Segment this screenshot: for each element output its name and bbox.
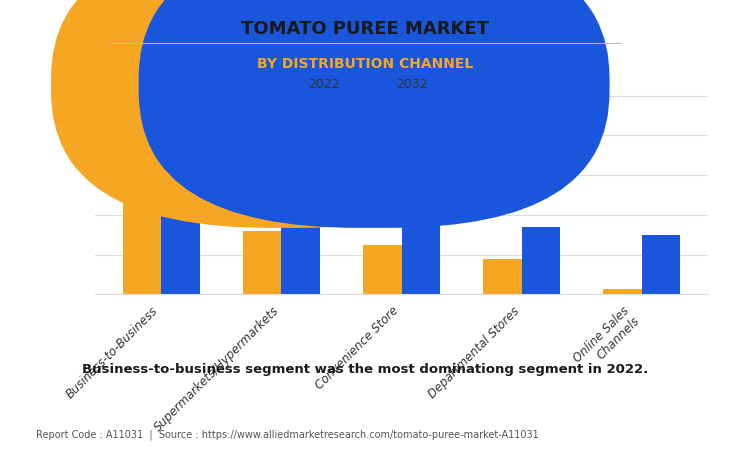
Text: Report Code : A11031  |  Source : https://www.alliedmarketresearch.com/tomato-pu: Report Code : A11031 | Source : https://… <box>36 429 539 440</box>
Text: TOMATO PUREE MARKET: TOMATO PUREE MARKET <box>241 20 489 39</box>
Bar <box>483 259 522 294</box>
Bar <box>402 211 440 294</box>
Bar <box>123 185 161 294</box>
Bar <box>363 245 402 294</box>
Bar <box>161 125 199 294</box>
Bar <box>281 179 320 294</box>
Text: 2022: 2022 <box>308 78 339 91</box>
Bar <box>522 227 560 294</box>
Bar <box>604 289 642 294</box>
Text: BY DISTRIBUTION CHANNEL: BY DISTRIBUTION CHANNEL <box>257 57 473 71</box>
Bar <box>642 235 680 294</box>
Bar <box>243 231 281 294</box>
Text: 2032: 2032 <box>396 78 427 91</box>
Text: Business-to-business segment was the most dominationg segment in 2022.: Business-to-business segment was the mos… <box>82 363 648 376</box>
